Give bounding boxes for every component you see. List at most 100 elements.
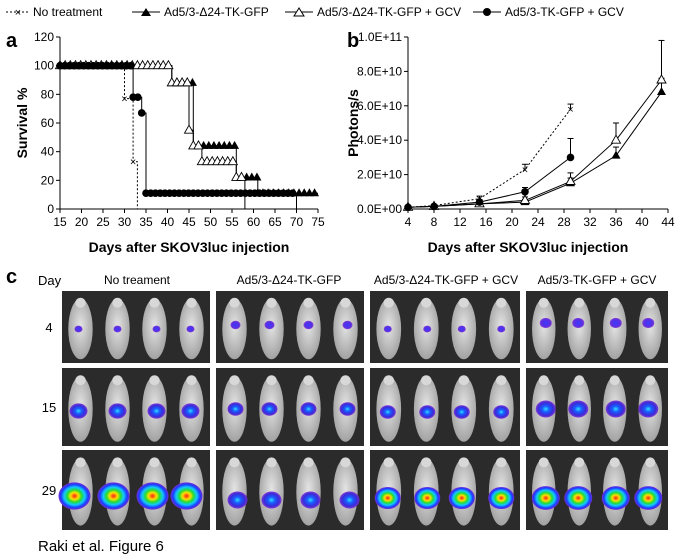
mouse-head: [383, 375, 394, 386]
panel-letter-c: c: [6, 266, 17, 288]
mouse-head: [186, 297, 197, 308]
mouse-head: [186, 375, 197, 386]
survival-line: [60, 65, 297, 209]
survival-point: [193, 140, 204, 150]
luciferase-signal: [535, 400, 556, 418]
luciferase-signal: [497, 325, 506, 333]
survival-point: ×: [121, 94, 127, 106]
survival-series-3: [56, 61, 297, 209]
luciferase-signal: [601, 486, 630, 510]
photon-series-3: [404, 137, 575, 212]
mouse-body: [567, 298, 591, 360]
mouse-head: [421, 457, 432, 468]
x-tick-label: 28: [557, 215, 571, 229]
photon-line: [407, 79, 662, 208]
mouse-head: [303, 375, 314, 386]
legend-item-d24: Ad5/3-Δ24-TK-GFP: [132, 5, 269, 19]
mouse-head: [538, 297, 549, 308]
mouse-head: [229, 297, 240, 308]
survival-line: [60, 65, 246, 209]
legend-label: Ad5/3-Δ24-TK-GFP: [164, 5, 269, 19]
y-tick-label: 4.0E+10: [357, 133, 402, 147]
x-tick-label: 32: [583, 215, 597, 229]
survival-point: [127, 61, 135, 70]
survival-line: [60, 65, 138, 209]
legend-label: Ad5/3-TK-GFP + GCV: [505, 5, 624, 19]
photon-series-0: ×××××: [405, 103, 574, 214]
photon-point: [404, 203, 412, 212]
panel-letter-b: b: [347, 30, 359, 52]
mouse-head: [75, 457, 86, 468]
photon-point: ×: [567, 104, 573, 116]
day-label: 4: [45, 320, 52, 335]
mouse-body: [333, 298, 358, 360]
mouse-head: [538, 375, 549, 386]
mouse-head: [645, 297, 656, 308]
luciferase-signal: [379, 405, 396, 419]
x-tick-label: 40: [161, 215, 175, 229]
x-tick-label: 16: [479, 215, 493, 229]
survival-series-2: [54, 59, 247, 209]
survival-point: [182, 76, 193, 87]
luciferase-signal: [339, 402, 356, 416]
luciferase-signal: [572, 317, 585, 329]
x-tick-label: 25: [96, 215, 110, 229]
imaging-panel: Day No treament Ad5/3-Δ24-TK-GFP Ad5/3-Δ24…: [38, 273, 668, 530]
luciferase-signal: [113, 325, 122, 333]
mouse-head: [574, 297, 585, 308]
legend-item-no-treatment: × No treatment: [6, 5, 103, 19]
x-marker-icon: ×: [15, 7, 21, 19]
luciferase-signal: [609, 317, 622, 329]
survival-point: [252, 172, 262, 181]
mouse-body: [259, 298, 284, 360]
luciferase-signal: [227, 402, 244, 416]
mouse-body: [532, 298, 556, 360]
x-tick-label: 36: [609, 215, 623, 229]
y-tick-label: 20: [41, 173, 55, 187]
filled-circle-icon: [483, 8, 491, 16]
luciferase-signal: [230, 320, 241, 330]
survival-point: [310, 188, 320, 197]
x-tick-label: 12: [453, 215, 467, 229]
luciferase-signal: [457, 325, 466, 333]
x-tick-label: 20: [75, 215, 89, 229]
photon-point: [611, 150, 621, 159]
mouse-head: [229, 375, 240, 386]
x-tick-label: 44: [661, 215, 675, 229]
group-header: No treament: [104, 273, 171, 287]
x-tick-label: 40: [635, 215, 649, 229]
x-tick-label: 65: [268, 215, 282, 229]
luciferase-signal: [108, 403, 127, 419]
photon-point: [610, 134, 622, 144]
mouse-head: [149, 375, 160, 386]
x-tick-label: 55: [225, 215, 239, 229]
photon-point: [657, 87, 666, 96]
x-tick-label: 50: [204, 215, 218, 229]
mouse-head: [340, 375, 351, 386]
survival-point: [163, 59, 174, 70]
luciferase-signal: [453, 405, 470, 419]
mouse-head: [458, 297, 469, 308]
luciferase-signal: [414, 486, 441, 510]
mouse-head: [383, 297, 394, 308]
mouse-head: [303, 457, 314, 468]
x-tick-label: 45: [182, 215, 196, 229]
mouse-head: [266, 457, 277, 468]
open-triangle-icon: [293, 7, 305, 17]
luciferase-signal: [186, 325, 195, 333]
x-tick-label: 75: [311, 215, 325, 229]
mouse-head: [496, 297, 507, 308]
luciferase-signal: [564, 486, 593, 510]
y-tick-label: 2.0E+10: [357, 168, 402, 182]
x-tick-label: 15: [53, 215, 67, 229]
luciferase-signal: [493, 405, 510, 419]
luciferase-signal: [634, 486, 663, 510]
mouse-head: [496, 375, 507, 386]
x-tick-label: 60: [247, 215, 261, 229]
luciferase-signal: [642, 317, 655, 329]
luciferase-signal: [638, 400, 659, 418]
luciferase-signal: [374, 486, 401, 510]
luciferase-signal: [605, 400, 626, 418]
luciferase-signal: [419, 405, 436, 419]
mouse-head: [609, 297, 620, 308]
